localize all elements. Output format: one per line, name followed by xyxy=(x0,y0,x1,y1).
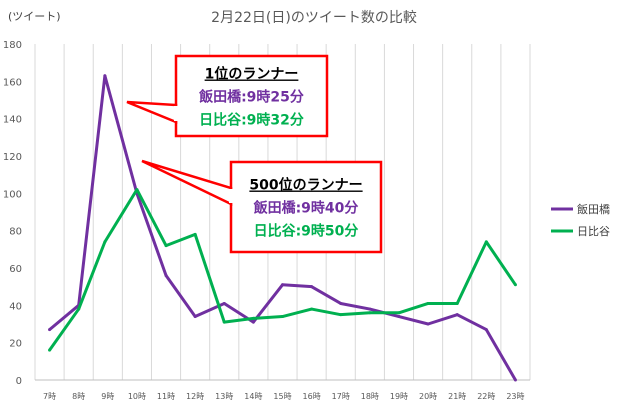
data-point xyxy=(251,316,255,320)
x-tick-label: 17時 xyxy=(332,392,350,401)
x-tick-label: 18時 xyxy=(361,392,379,401)
data-point xyxy=(368,307,372,311)
data-point xyxy=(48,328,52,332)
callout-line: 日比谷:9時50分 xyxy=(254,223,359,240)
legend-label: 日比谷 xyxy=(577,225,610,238)
data-point xyxy=(164,273,168,277)
data-point xyxy=(455,301,459,305)
y-tick-label: 0 xyxy=(16,376,22,387)
x-tick-label: 21時 xyxy=(448,392,466,401)
x-tick-label: 9時 xyxy=(101,392,114,401)
data-point xyxy=(484,240,488,244)
callout-line: 日比谷:9時32分 xyxy=(199,112,304,129)
data-point xyxy=(310,285,314,289)
data-point xyxy=(397,315,401,319)
x-tick-label: 16時 xyxy=(303,392,321,401)
chart-title: 2月22日(日)のツイート数の比較 xyxy=(211,10,417,26)
callout-line: 500位のランナー xyxy=(249,177,362,194)
x-tick-label: 20時 xyxy=(419,392,437,401)
data-point xyxy=(48,348,52,352)
data-point xyxy=(103,74,107,78)
data-point xyxy=(426,301,430,305)
callout-line: 飯田橋:9時40分 xyxy=(253,200,359,217)
x-tick-label: 12時 xyxy=(186,392,204,401)
data-point xyxy=(368,311,372,315)
x-tick-label: 22時 xyxy=(477,392,495,401)
x-tick-label: 23時 xyxy=(506,392,524,401)
data-point xyxy=(193,315,197,319)
callout-box xyxy=(174,54,329,138)
y-tick-label: 80 xyxy=(9,227,22,238)
x-axis-ticks: 7時 8時 9時 10時 11時 12時 13時 14時 15時 16時 17時 18時 19時 20時 2… xyxy=(43,392,525,401)
series-lines xyxy=(48,74,517,382)
data-point xyxy=(513,283,517,287)
y-tick-label: 180 xyxy=(3,40,22,51)
callout-box xyxy=(229,160,383,254)
data-point xyxy=(339,313,343,317)
data-point xyxy=(77,307,81,311)
x-tick-label: 15時 xyxy=(273,392,291,401)
y-tick-label: 20 xyxy=(9,339,22,350)
annotations: 1位のランナー飯田橋:9時25分日比谷:9時32分500位のランナー飯田橋:9時… xyxy=(126,54,383,254)
x-tick-label: 19時 xyxy=(390,392,408,401)
data-point xyxy=(513,378,517,382)
x-tick-label: 10時 xyxy=(128,392,146,401)
y-tick-label: 120 xyxy=(3,152,22,163)
x-tick-label: 7時 xyxy=(43,392,56,401)
y-axis-ticks: 0 20 40 60 80 100 120 140 160 180 xyxy=(3,40,22,387)
data-point xyxy=(397,311,401,315)
data-point xyxy=(426,322,430,326)
data-point xyxy=(455,313,459,317)
data-point xyxy=(310,307,314,311)
callout-pointer xyxy=(141,159,233,206)
data-point xyxy=(281,283,284,287)
x-tick-label: 8時 xyxy=(72,392,85,401)
callout-line: 飯田橋:9時25分 xyxy=(198,89,304,106)
data-point xyxy=(222,301,226,305)
x-tick-label: 14時 xyxy=(244,392,262,401)
y-tick-label: 160 xyxy=(3,77,22,88)
data-point xyxy=(339,301,343,305)
data-point xyxy=(193,232,197,236)
x-tick-label: 13時 xyxy=(215,392,233,401)
data-point xyxy=(281,315,284,319)
callout-line: 1位のランナー xyxy=(205,66,299,83)
data-point xyxy=(103,240,107,244)
x-tick-label: 11時 xyxy=(157,392,175,401)
data-point xyxy=(251,320,255,324)
y-tick-label: 140 xyxy=(3,115,22,126)
data-point xyxy=(484,328,488,332)
y-tick-label: 60 xyxy=(9,264,22,275)
legend-label: 飯田橋 xyxy=(577,202,610,216)
y-axis-label: (ツイート) xyxy=(8,10,61,23)
data-point xyxy=(164,244,168,248)
y-tick-label: 100 xyxy=(3,189,22,200)
y-tick-label: 40 xyxy=(9,301,22,312)
data-point xyxy=(222,320,226,324)
data-point xyxy=(135,188,139,192)
